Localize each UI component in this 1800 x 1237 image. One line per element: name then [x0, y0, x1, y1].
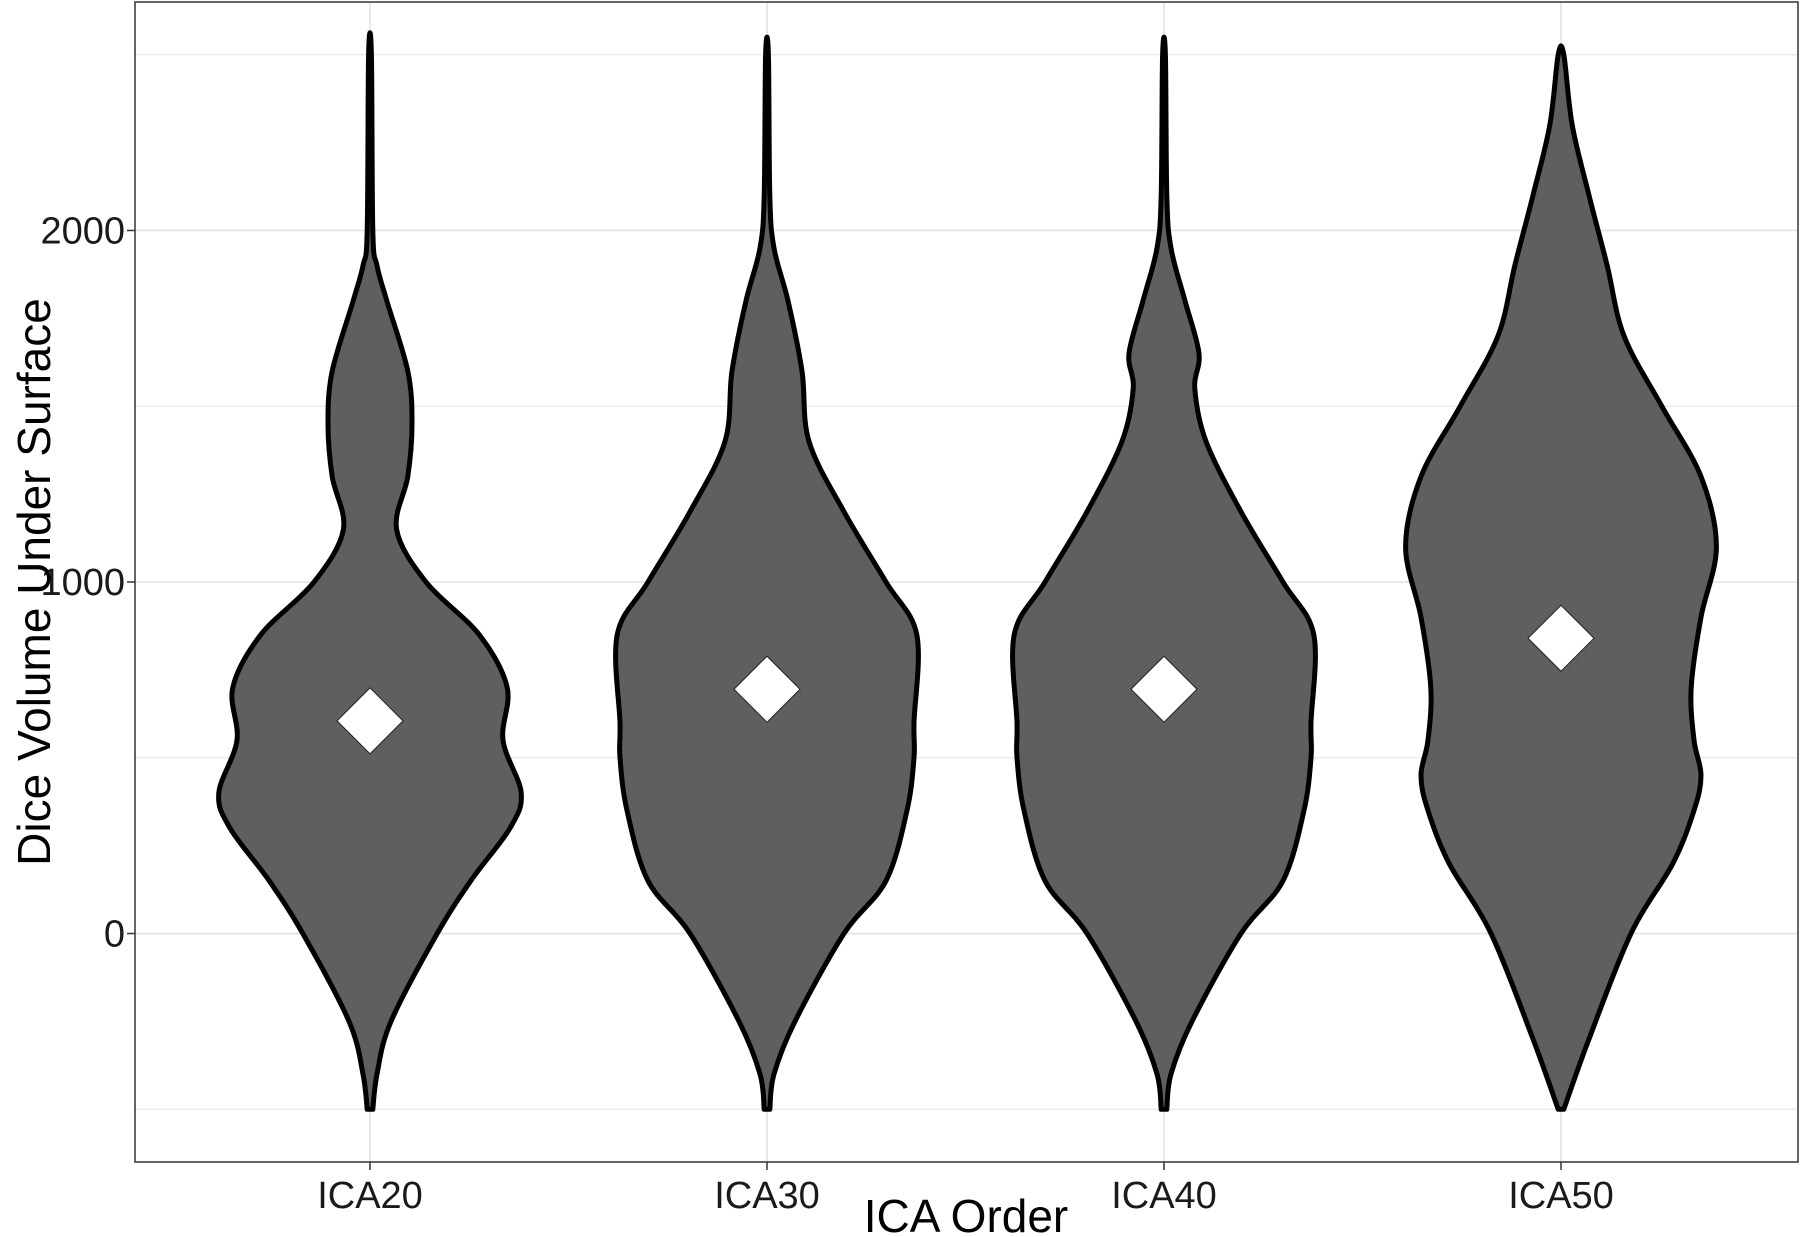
mean-marker-ica20	[336, 687, 404, 755]
mean-markers	[336, 604, 1595, 755]
y-axis-title: Dice Volume Under Surface	[8, 298, 60, 866]
x-tick-label: ICA20	[317, 1175, 423, 1217]
violin-ica20	[216, 30, 524, 1112]
x-tick-label: ICA50	[1508, 1175, 1614, 1217]
violin-ica50	[1403, 43, 1719, 1112]
y-tick-label: 0	[104, 914, 125, 956]
violin-ica40	[1010, 34, 1318, 1112]
violins	[216, 30, 1719, 1112]
x-axis-title: ICA Order	[864, 1190, 1069, 1237]
y-tick-label: 2000	[40, 210, 125, 252]
x-axis-ticks: ICA20 ICA30 ICA40 ICA50	[317, 1162, 1614, 1217]
y-axis-ticks: 0 1000 2000	[40, 210, 135, 956]
x-tick-label: ICA40	[1111, 1175, 1217, 1217]
x-tick-label: ICA30	[714, 1175, 820, 1217]
mean-marker-ica30	[733, 655, 801, 723]
mean-marker-ica40	[1130, 655, 1198, 723]
mean-marker-ica50	[1527, 604, 1595, 672]
violin-ica30	[613, 34, 921, 1112]
y-tick-label: 1000	[40, 562, 125, 604]
